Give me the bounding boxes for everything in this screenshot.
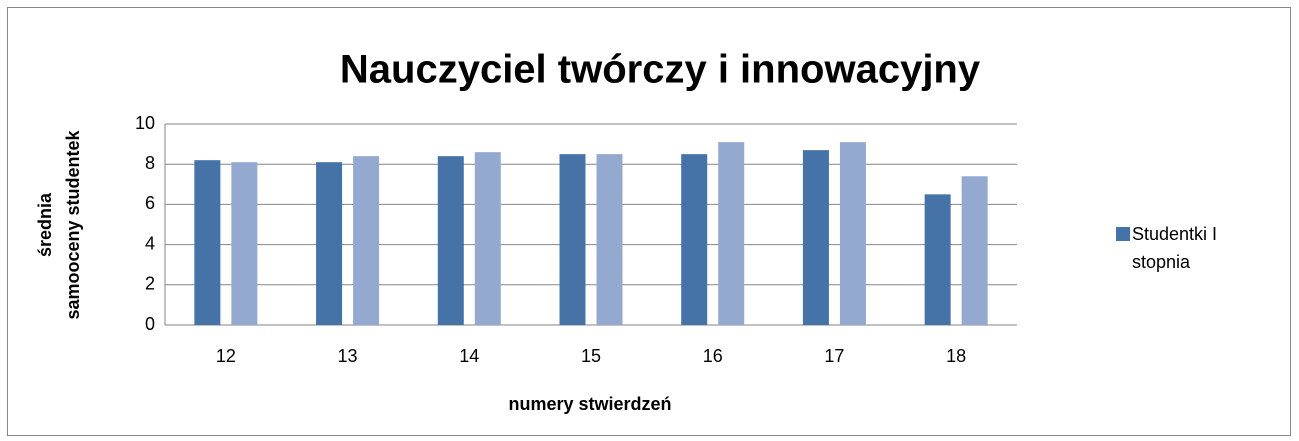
bar — [961, 176, 988, 325]
x-tick-label: 14 — [459, 346, 479, 366]
x-tick-label: 18 — [946, 346, 966, 366]
bar — [924, 194, 951, 325]
y-tick-label: 4 — [145, 233, 155, 253]
bar — [316, 162, 343, 325]
y-tick-label: 8 — [145, 153, 155, 173]
bar — [353, 156, 380, 325]
bar — [596, 154, 623, 325]
y-axis-label: samooceny studentek — [63, 129, 83, 319]
bar — [559, 154, 586, 325]
legend-swatch — [1116, 227, 1130, 241]
bar — [718, 142, 745, 325]
legend-label: Studentki I stopnia — [1132, 224, 1218, 272]
y-tick-label: 2 — [145, 274, 155, 294]
bar — [437, 156, 464, 325]
x-tick-label: 17 — [824, 346, 844, 366]
bar — [231, 162, 258, 325]
chart-title: Nauczyciel twórczy i innowacyjny — [340, 48, 981, 92]
x-tick-label: 13 — [338, 346, 358, 366]
bar — [839, 142, 866, 325]
y-tick-label: 0 — [145, 314, 155, 334]
y-axis-label: średnia — [35, 192, 55, 257]
x-tick-label: 16 — [703, 346, 723, 366]
x-axis-label: numery stwierdzeń — [508, 394, 671, 414]
bar — [802, 150, 829, 325]
bar — [681, 154, 708, 325]
bar — [194, 160, 221, 325]
y-tick-label: 10 — [135, 113, 155, 133]
y-tick-label: 6 — [145, 193, 155, 213]
x-tick-label: 12 — [216, 346, 236, 366]
chart-border — [7, 7, 1291, 436]
x-tick-label: 15 — [581, 346, 601, 366]
bar — [474, 152, 501, 325]
